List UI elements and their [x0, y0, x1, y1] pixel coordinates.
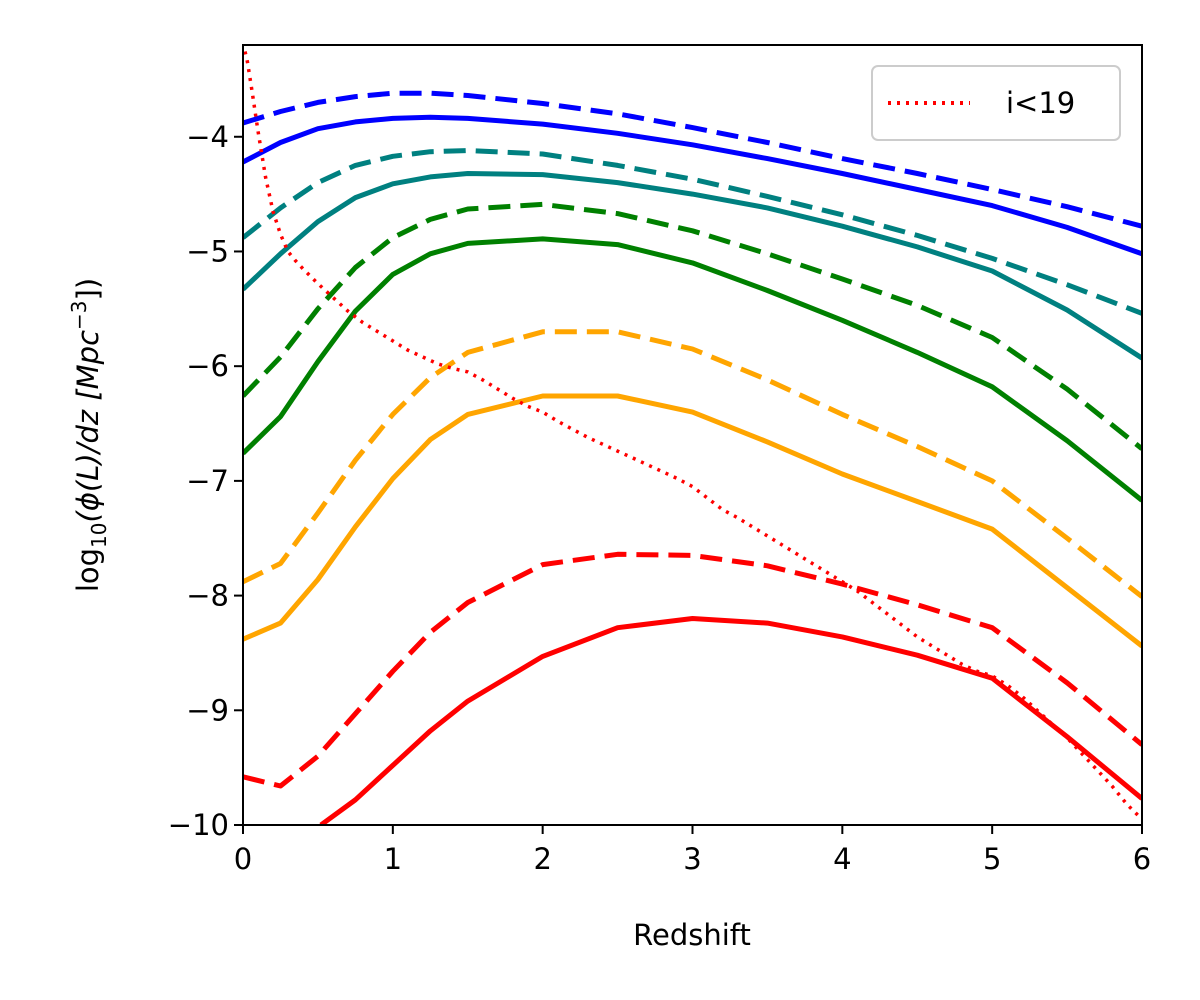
series-line-6 — [243, 329, 1142, 599]
x-tick-label: 5 — [983, 842, 1001, 876]
y-tick-label: −7 — [186, 464, 229, 498]
x-tick-label: 4 — [833, 842, 851, 876]
y-tick-label: −8 — [186, 579, 229, 613]
x-tick-label: 3 — [683, 842, 701, 876]
legend: i<19 — [871, 65, 1121, 141]
series-line-5 — [243, 236, 1142, 503]
y-tick-label: −9 — [186, 693, 229, 727]
series-line-2 — [243, 148, 1142, 316]
y-axis: −10 −9 −8 −7 −6 −5 −4 — [168, 120, 243, 842]
series-line-7 — [243, 393, 1142, 649]
series-line-8 — [243, 551, 1142, 789]
series-line-4 — [243, 201, 1142, 451]
x-tick-label: 0 — [234, 842, 252, 876]
legend-label: i<19 — [1006, 86, 1075, 120]
y-axis-label: log10(ϕ(L)/dz [Mpc−3]) — [67, 278, 111, 592]
series-line-1 — [243, 114, 1142, 257]
series-line-9 — [319, 616, 1142, 825]
y-tick-label: −4 — [186, 120, 229, 154]
x-tick-label: 6 — [1133, 842, 1151, 876]
series-line-0 — [243, 90, 1142, 229]
series-line-3 — [243, 171, 1142, 361]
x-tick-label: 1 — [384, 842, 402, 876]
x-axis-label: Redshift — [633, 918, 751, 952]
y-tick-label: −10 — [168, 808, 229, 842]
series-layer — [243, 45, 1142, 825]
legend-box — [871, 65, 1121, 141]
x-axis: 0 1 2 3 4 5 6 — [234, 825, 1151, 876]
y-tick-label: −6 — [186, 349, 229, 383]
x-tick-label: 2 — [533, 842, 551, 876]
y-tick-label: −5 — [186, 234, 229, 268]
